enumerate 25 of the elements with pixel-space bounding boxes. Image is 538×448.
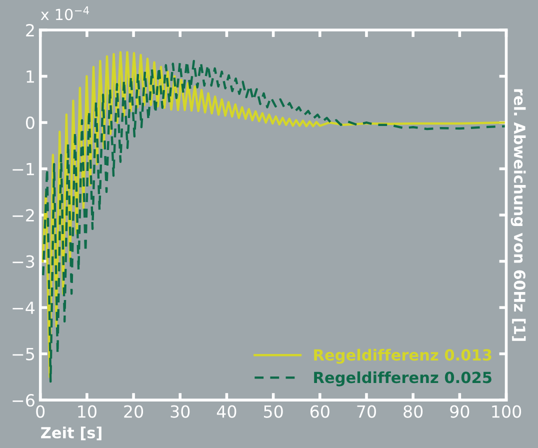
x-tick-label: 40 [216,405,236,418]
y-tick-label: −2 [12,209,34,222]
y-tick-label: 2 [26,24,34,36]
x-tick-label: 70 [357,405,376,418]
y-tick-label: 1 [26,70,34,83]
y-tick-label: −4 [12,302,35,314]
legend-label: Regeldifferenz 0.025 [314,371,492,386]
y-tick-label: −5 [12,348,34,360]
legend-label: Regeldifferenz 0.013 [314,348,492,364]
x-tick-label: 20 [124,405,144,418]
x-tick-label: 10 [78,405,96,418]
x-tick-label: 80 [404,405,423,418]
x-tick-label: 60 [310,405,330,418]
x-tick-label: 0 [36,405,45,418]
y-tick-label: 0 [26,116,34,130]
y-tick-label: −3 [12,255,34,268]
y-axis-title: rel. Abweichung von 60Hz [1] [510,89,526,341]
y-tick-label: −6 [12,394,34,407]
x-axis-title: Zeit [s] [41,426,102,440]
y-tick-label: −1 [12,162,34,176]
x-tick-label: 50 [264,405,283,418]
x-tick-label: 100 [492,405,522,418]
text: x 10$^{−4}$ [40,6,89,20]
x-tick-label: 90 [450,405,470,418]
x-tick-label: 30 [170,405,190,418]
